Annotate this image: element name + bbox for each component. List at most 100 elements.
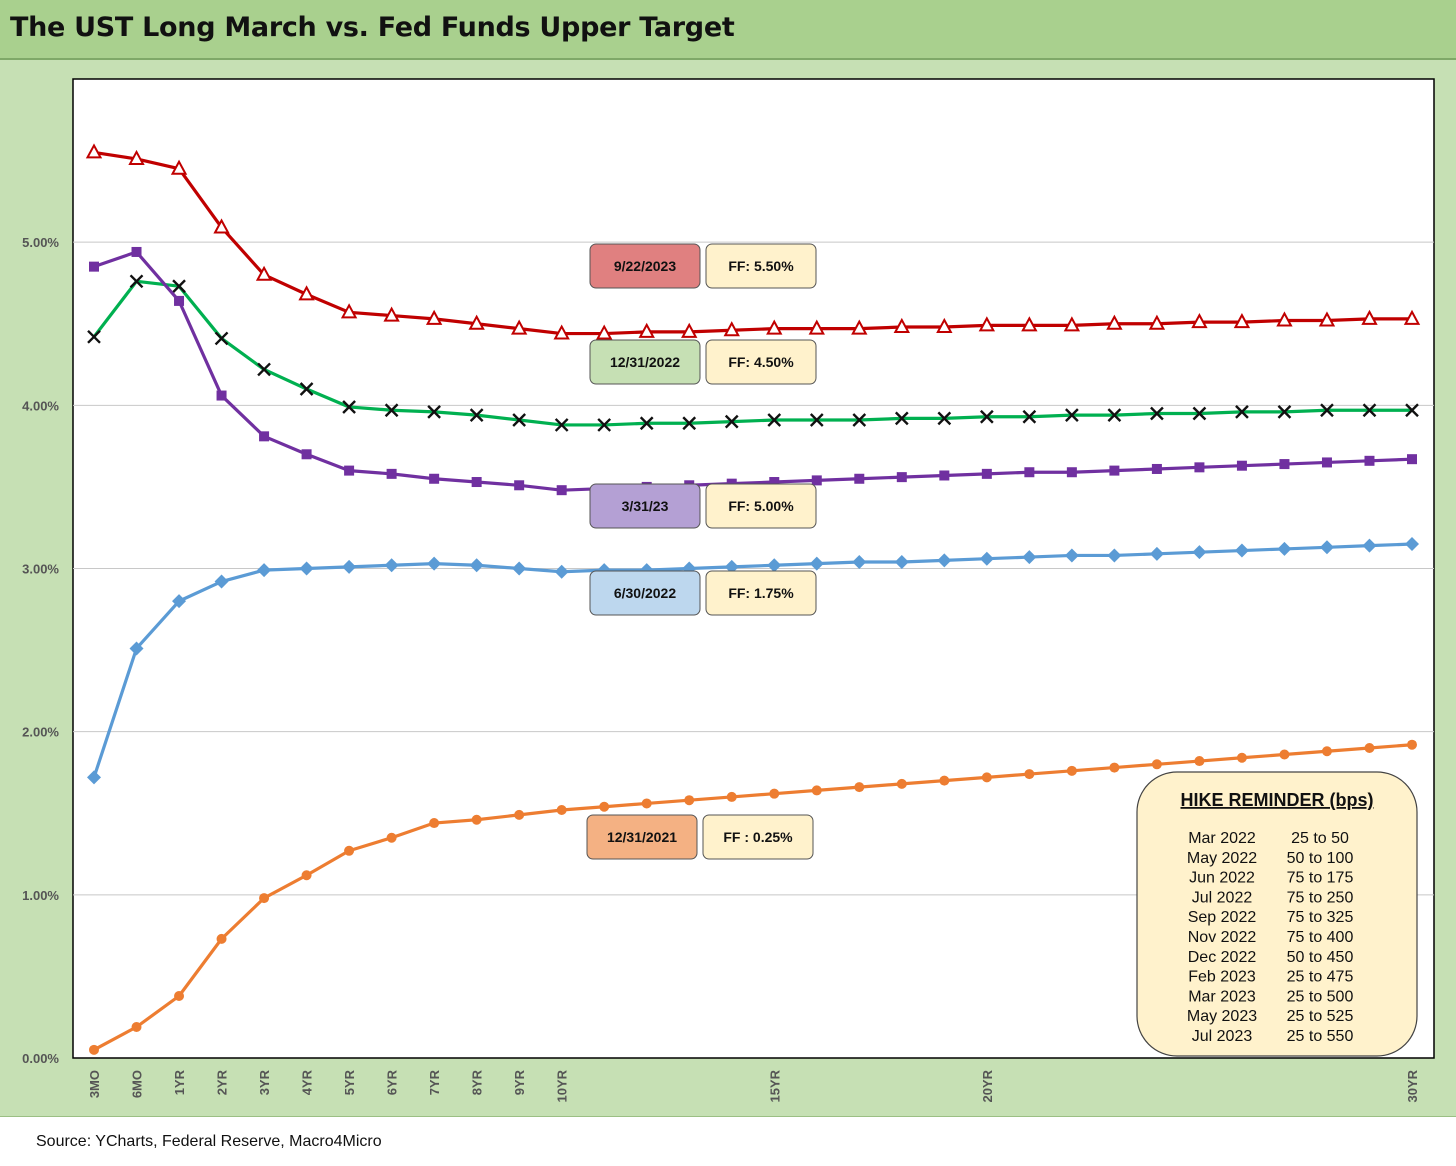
data-point — [556, 804, 567, 815]
data-point — [1277, 541, 1292, 556]
data-point — [854, 782, 865, 793]
data-point — [89, 1044, 99, 1055]
data-point — [1407, 739, 1417, 750]
data-point — [1109, 465, 1120, 476]
data-point — [599, 801, 610, 812]
data-point — [1107, 408, 1122, 422]
data-point — [596, 324, 613, 340]
hike-month: Mar 2022 — [1188, 830, 1256, 847]
data-point — [425, 309, 443, 325]
ff-box — [705, 339, 817, 385]
series-date-box — [589, 483, 701, 529]
data-point — [894, 411, 909, 426]
data-point — [641, 798, 652, 809]
data-point — [852, 554, 867, 569]
legend-box-9-22-2023: 9/22/2023 FF: 5.50% — [589, 243, 817, 289]
data-point — [981, 468, 992, 479]
data-point — [257, 362, 271, 377]
data-point — [1066, 467, 1077, 478]
ff-label: FF: 5.00% — [728, 498, 794, 514]
ff-label: FF: 1.75% — [728, 585, 794, 601]
data-point — [766, 319, 783, 335]
data-point — [682, 416, 697, 431]
data-point — [344, 465, 355, 476]
data-point — [259, 893, 270, 904]
data-point — [893, 317, 910, 334]
data-point — [514, 809, 525, 820]
data-point — [724, 559, 739, 574]
series-date-label: 12/31/2022 — [610, 354, 680, 370]
data-point — [1319, 540, 1334, 555]
data-point — [1191, 313, 1208, 329]
series-12-31-2022 — [87, 274, 1419, 432]
hike-reminder-title: HIKE REMINDER (bps) — [1181, 790, 1374, 810]
data-point — [936, 317, 953, 334]
hike-amount: 50 to 450 — [1287, 949, 1354, 966]
x-tick-label: 3MO — [87, 1070, 102, 1098]
data-point — [554, 564, 569, 579]
x-tick-label: 4YR — [300, 1069, 315, 1095]
ff-box — [702, 814, 814, 860]
hike-month: Feb 2023 — [1188, 969, 1256, 986]
data-point — [767, 413, 782, 427]
x-tick-label: 9YR — [512, 1069, 527, 1095]
data-point — [514, 480, 525, 491]
series-line — [93, 250, 1413, 492]
ff-box — [705, 243, 817, 289]
legend-box-12-31-2022: 12/31/2022 FF: 4.50% — [589, 339, 817, 385]
data-point — [384, 558, 399, 573]
data-point — [1364, 742, 1375, 753]
hike-month: May 2022 — [1187, 850, 1257, 867]
hike-amount: 75 to 400 — [1287, 929, 1354, 946]
hike-amount: 75 to 175 — [1287, 870, 1354, 887]
ff-label: FF: 5.50% — [728, 258, 794, 274]
series-line — [93, 150, 1412, 336]
data-point — [1022, 550, 1037, 565]
data-point — [469, 558, 484, 573]
series-date-box — [589, 339, 701, 385]
source-note: Source: YCharts, Federal Reserve, Macro4… — [36, 1133, 382, 1150]
series-date-box — [586, 814, 698, 860]
data-point — [896, 778, 907, 789]
hike-month: Jul 2022 — [1192, 889, 1253, 906]
data-point — [131, 1021, 142, 1032]
data-point — [981, 772, 992, 783]
data-point — [937, 553, 952, 568]
data-point — [471, 477, 482, 488]
hike-reminder-bg — [1136, 771, 1418, 1057]
data-point — [1063, 316, 1081, 332]
title-bar: The UST Long March vs. Fed Funds Upper T… — [0, 0, 1456, 60]
data-point — [1236, 752, 1247, 763]
series-date-box — [589, 243, 701, 289]
legend-box-12-31-2021: 12/31/2021 FF : 0.25% — [586, 814, 814, 860]
data-point — [767, 558, 782, 573]
data-point — [216, 933, 227, 944]
data-point — [1321, 746, 1332, 757]
data-point — [384, 403, 399, 418]
series-date-label: 6/30/2022 — [614, 585, 676, 601]
ff-label: FF : 0.25% — [723, 829, 793, 845]
legend-box-3-31-23: 3/31/23 FF: 5.00% — [589, 483, 817, 529]
data-point — [556, 485, 567, 496]
series-date-label: 9/22/2023 — [614, 258, 676, 274]
data-point — [172, 279, 186, 294]
data-point — [1405, 403, 1419, 418]
data-point — [852, 413, 867, 427]
data-point — [301, 449, 312, 460]
series-line — [92, 279, 1412, 427]
data-point — [1194, 462, 1205, 473]
data-point — [808, 319, 825, 335]
data-point — [1405, 537, 1419, 552]
data-point — [471, 814, 482, 825]
hike-month: Dec 2022 — [1188, 949, 1257, 966]
data-point — [1151, 759, 1162, 770]
data-point — [554, 418, 569, 432]
hike-amount: 25 to 550 — [1287, 1028, 1354, 1045]
data-point — [1362, 538, 1377, 553]
x-tick-label: 15YR — [767, 1069, 782, 1102]
series-date-box — [589, 570, 701, 616]
data-point — [1279, 459, 1290, 470]
data-point — [639, 416, 654, 431]
data-point — [298, 285, 315, 301]
footer-divider — [0, 1116, 1456, 1117]
